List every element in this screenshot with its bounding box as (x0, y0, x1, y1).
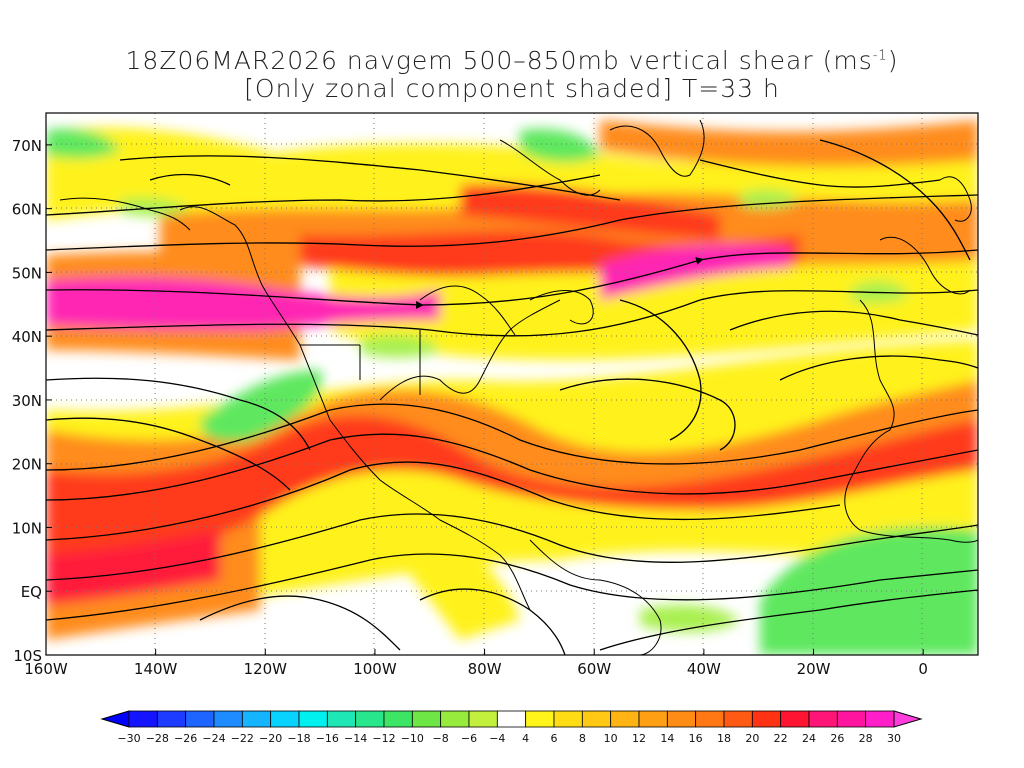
colorbar-swatch (270, 710, 300, 728)
lat-tick-label: 70N (12, 137, 42, 155)
colorbar-swatch (496, 710, 527, 728)
colorbar-label: 12 (632, 732, 646, 745)
colorbar-swatch (128, 710, 158, 728)
colorbar: −30 −28 −26 −24 −22 −20 −18 −16 −14 −12 −10 −8 −6 −4 4… (100, 710, 923, 745)
lon-tick-label: 20W (797, 660, 831, 678)
colorbar-max-cap (893, 710, 923, 728)
colorbar-label: −28 (146, 732, 169, 745)
colorbar-swatch (610, 710, 640, 728)
colorbar-swatch (751, 710, 782, 728)
colorbar-label: 14 (660, 732, 674, 745)
colorbar-swatch (865, 710, 895, 728)
colorbar-label: 8 (579, 732, 586, 745)
lon-tick-label: 40W (687, 660, 721, 678)
lat-tick-label: 10S (13, 647, 42, 665)
colorbar-swatch (468, 710, 498, 728)
colorbar-label: 24 (802, 732, 816, 745)
lat-tick-label: 20N (12, 456, 42, 474)
colorbar-swatch (666, 710, 697, 728)
colorbar-swatch (213, 710, 243, 728)
longitude-axis: 160W 140W 120W 100W 80W 60W 40W 20W 0 (24, 649, 928, 678)
coastlines (59, 119, 978, 655)
colorbar-swatch (411, 710, 442, 728)
lon-tick-label: 80W (468, 660, 502, 678)
lat-tick-label: 10N (12, 519, 42, 537)
colorbar-swatch (836, 710, 867, 728)
colorbar-min-cap (100, 710, 130, 728)
lon-tick-label: 60W (577, 660, 611, 678)
map-frame (45, 112, 979, 656)
latitude-axis: 10S EQ 10N 20N 30N 40N 50N 60N 70N (12, 137, 52, 665)
colorbar-swatch (581, 710, 612, 728)
colorbar-label: −10 (401, 732, 424, 745)
lat-tick-label: 40N (12, 328, 42, 346)
lon-tick-label: 160W (24, 660, 68, 678)
colorbar-swatch (326, 710, 357, 728)
colorbar-label: −26 (174, 732, 197, 745)
colorbar-label: −12 (372, 732, 395, 745)
colorbar-label: 4 (522, 732, 529, 745)
colorbar-label: 20 (745, 732, 759, 745)
lat-tick-label: 60N (12, 201, 42, 219)
colorbar-label: −20 (259, 732, 282, 745)
colorbar-label: −30 (117, 732, 140, 745)
colorbar-swatch (383, 710, 413, 728)
colorbar-label: −8 (433, 732, 449, 745)
colorbar-swatch (723, 710, 753, 728)
colorbar-label: −4 (489, 732, 505, 745)
colorbar-swatch (808, 710, 838, 728)
colorbar-swatch (355, 710, 385, 728)
colorbar-swatch (525, 710, 555, 728)
lon-tick-label: 140W (134, 660, 178, 678)
colorbar-label: 30 (887, 732, 901, 745)
colorbar-swatch (298, 710, 328, 728)
colorbar-swatch (185, 710, 215, 728)
colorbar-swatch (638, 710, 668, 728)
colorbar-swatch (241, 710, 272, 728)
colorbar-label: −14 (344, 732, 367, 745)
colorbar-label: 6 (551, 732, 558, 745)
lon-tick-label: 100W (353, 660, 397, 678)
colorbar-label: 10 (604, 732, 618, 745)
colorbar-swatch (156, 710, 187, 728)
colorbar-label: −16 (316, 732, 339, 745)
colorbar-label: 16 (689, 732, 703, 745)
colorbar-swatch (695, 710, 725, 728)
lon-tick-label: 0 (918, 660, 928, 678)
streamlines (46, 139, 978, 655)
colorbar-label: 28 (859, 732, 873, 745)
colorbar-label: −22 (231, 732, 254, 745)
lon-tick-label: 120W (244, 660, 288, 678)
map-title-line1: 18Z06MAR2026 navgem 500–850mb vertical s… (125, 46, 899, 75)
colorbar-swatch (440, 710, 470, 728)
map-title-line2: [Only zonal component shaded] T=33 h (244, 74, 780, 103)
colorbar-label: −6 (461, 732, 477, 745)
colorbar-label: −24 (202, 732, 225, 745)
colorbar-swatch (553, 710, 583, 728)
colorbar-label: 22 (774, 732, 788, 745)
shading-layer (46, 113, 978, 655)
lat-tick-label: EQ (21, 583, 42, 601)
colorbar-label: −18 (287, 732, 310, 745)
lat-tick-label: 50N (12, 264, 42, 282)
colorbar-swatch (780, 710, 810, 728)
colorbar-label: 18 (717, 732, 731, 745)
lat-tick-label: 30N (12, 392, 42, 410)
colorbar-label: 26 (830, 732, 844, 745)
